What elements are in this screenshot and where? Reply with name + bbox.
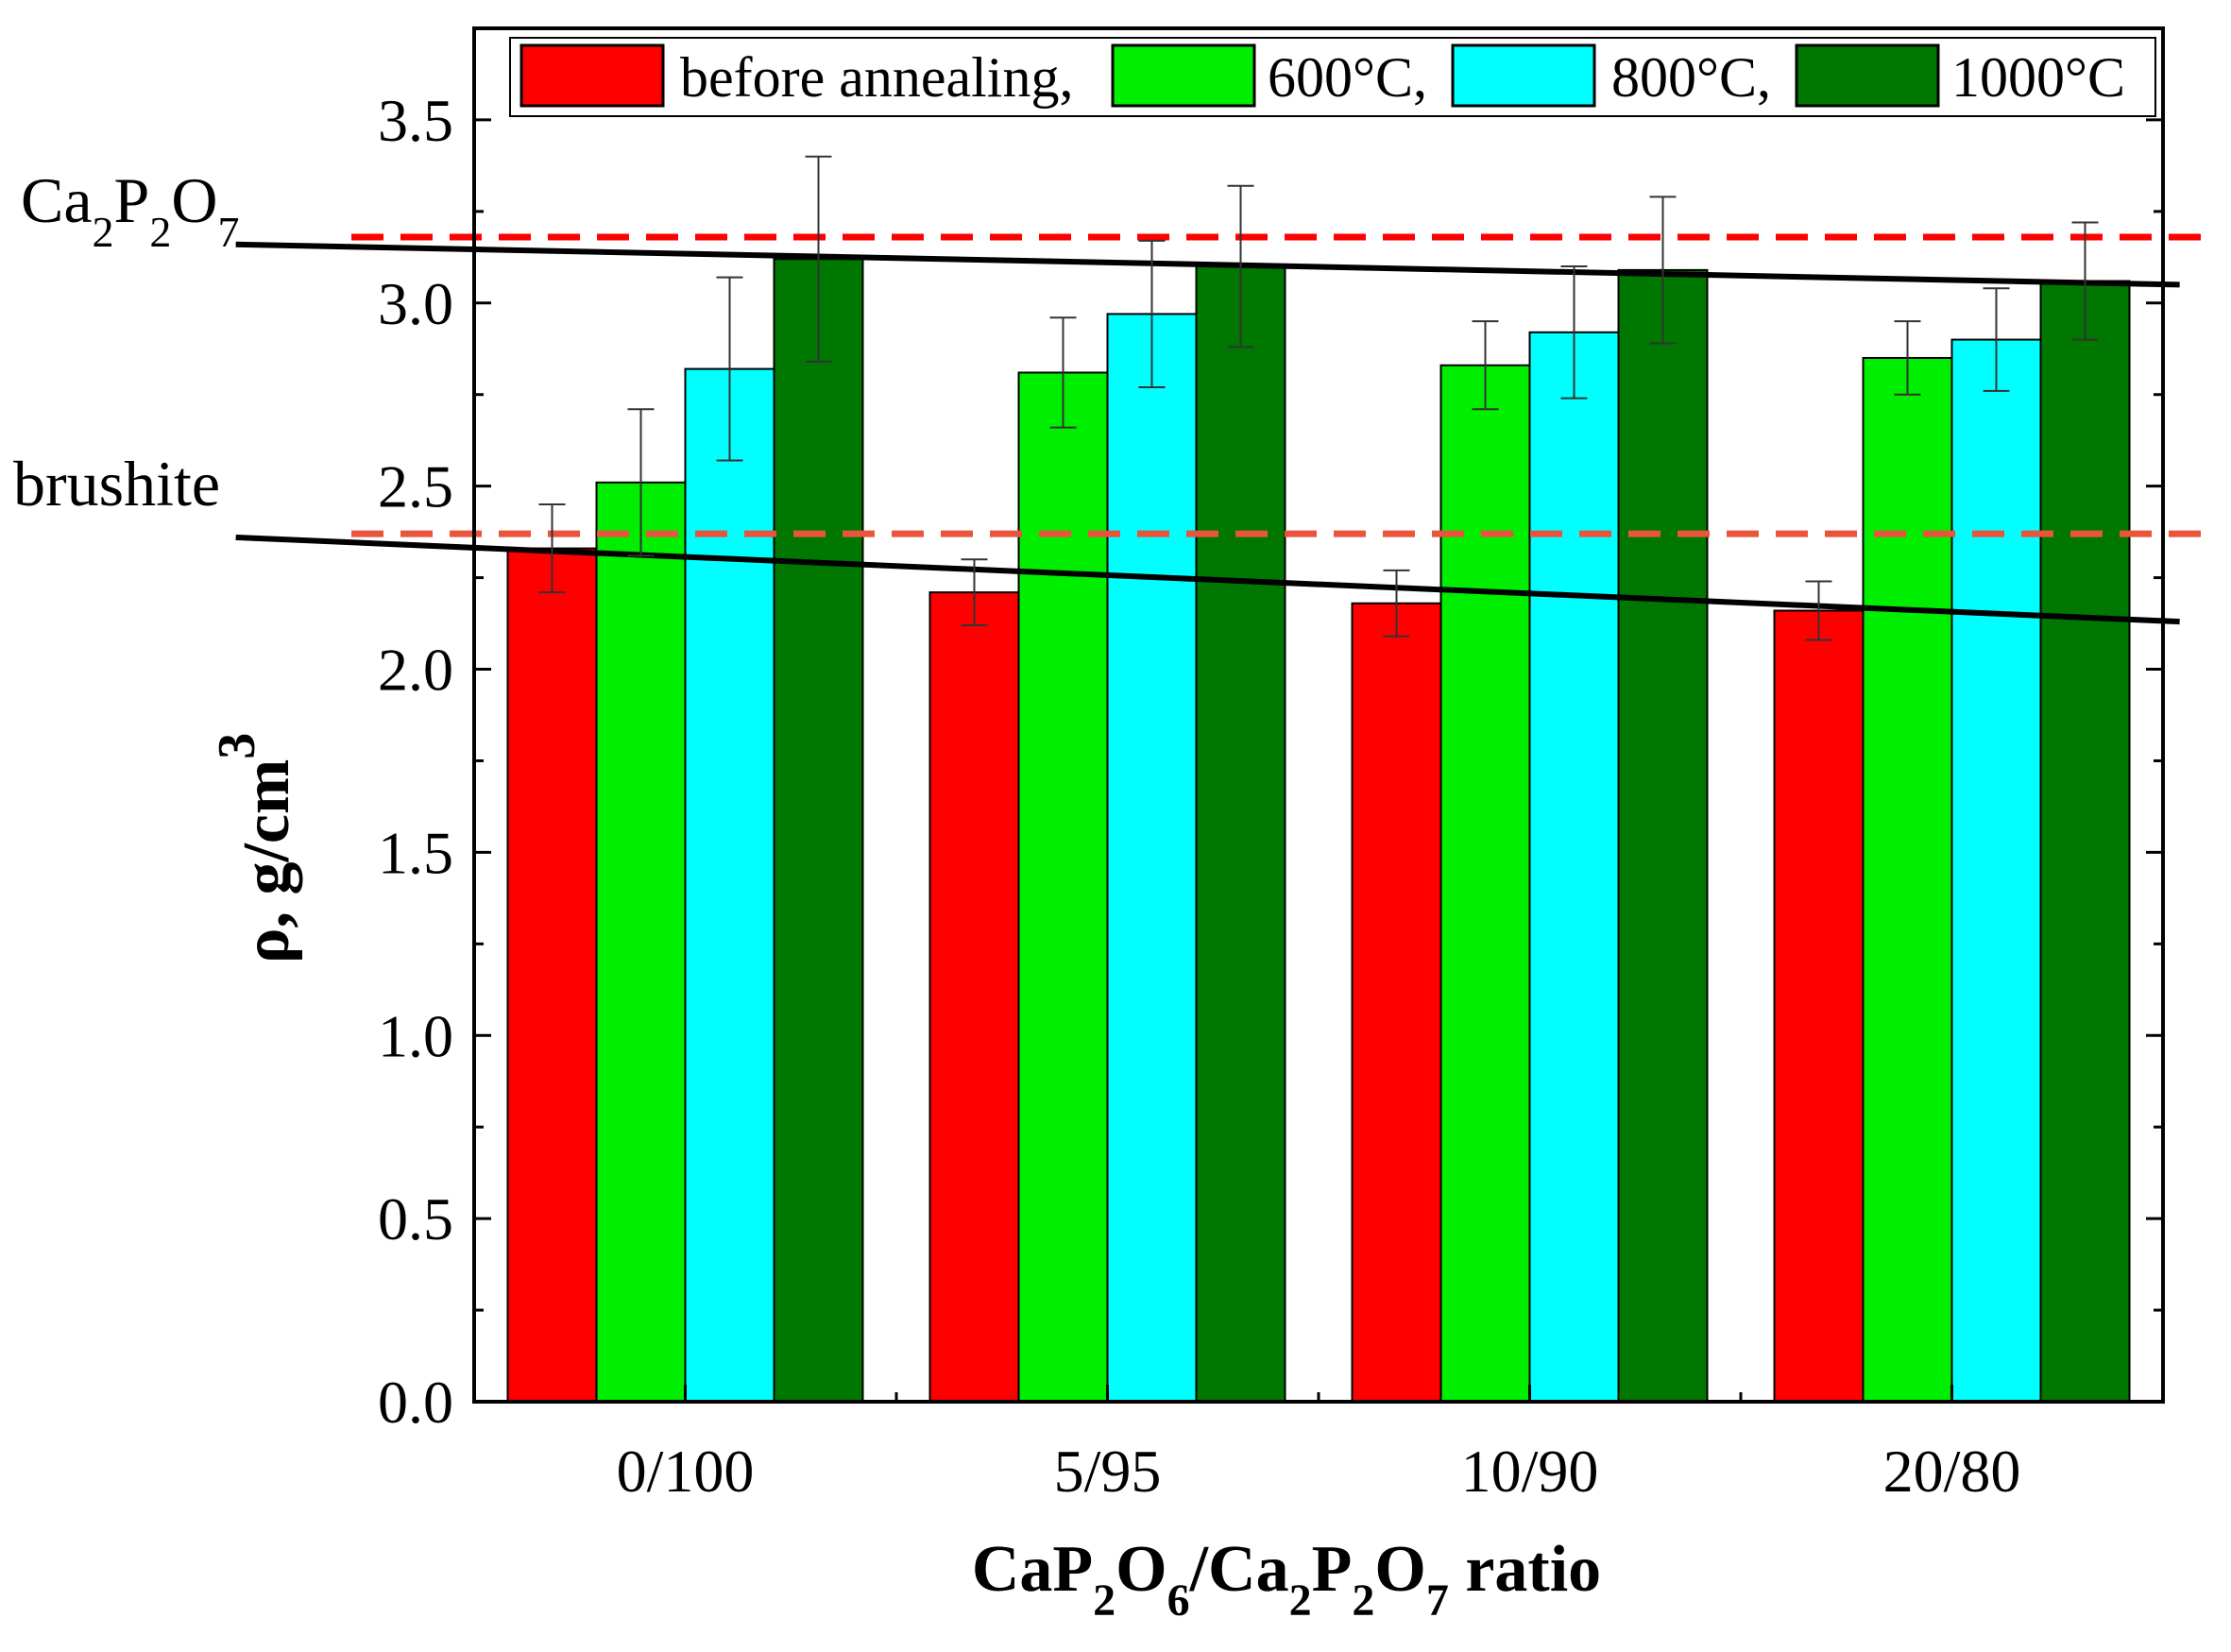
y-tick-label-5: 2.5: [378, 453, 453, 520]
annotation-part: Ca: [21, 164, 93, 236]
x-tick-label-2: 10/90: [1461, 1438, 1599, 1505]
legend-swatch-1000c: [1795, 43, 1940, 108]
x-tick-label-0: 0/100: [617, 1438, 755, 1505]
bar-0-1: [928, 591, 1020, 1403]
trend-line-upper: [235, 241, 2180, 288]
brushite-annotation: brushite: [13, 448, 220, 519]
bar-3-3: [2039, 280, 2131, 1403]
annotation-part: P: [114, 164, 150, 236]
legend-swatch-before-annealing: [519, 43, 665, 108]
x-axis-title-part: P: [1312, 1533, 1353, 1606]
x-axis-title-part: CaP: [972, 1533, 1093, 1606]
y-tick-label-1: 0.5: [378, 1185, 453, 1252]
bar-1-0: [595, 481, 687, 1404]
bar-0-2: [1351, 602, 1442, 1403]
x-axis-title-sub: 2: [1352, 1575, 1374, 1626]
y-tick-label-7: 3.5: [378, 87, 453, 154]
x-axis-title-sub: 2: [1093, 1575, 1116, 1626]
annotation-sub: 7: [217, 208, 239, 256]
bar-0-3: [1773, 609, 1865, 1403]
plot-frame: [472, 26, 2165, 1404]
x-axis-title-part: ratio: [1449, 1533, 1601, 1606]
bar-3-2: [1617, 268, 1709, 1403]
y-axis: 0.0 0.5 1.0 1.5 2.0 2.5 3.0 3.5: [378, 87, 2163, 1436]
ca2p2o7-annotation: Ca2P2O7: [21, 164, 239, 256]
bar-2-3: [1950, 338, 2042, 1403]
y-axis-title-main: ρ, g/cm: [230, 759, 303, 963]
y-tick-label-0: 0.0: [378, 1369, 453, 1436]
annotation-sub: 2: [149, 208, 171, 256]
x-axis-title-sub: 2: [1289, 1575, 1312, 1626]
legend: before annealing, 600°C, 800°C, 1000°C: [509, 37, 2156, 117]
bar-1-1: [1017, 371, 1109, 1403]
y-tick-label-6: 3.0: [378, 270, 453, 337]
bar-1-3: [1862, 356, 1953, 1404]
x-axis-title-part: O: [1374, 1533, 1425, 1606]
legend-label-600c: 600°C,: [1268, 46, 1427, 109]
legend-label-before-annealing: before annealing,: [680, 46, 1073, 109]
y-axis-title: ρ, g/cm3: [208, 733, 303, 963]
y-tick-label-2: 1.0: [378, 1002, 453, 1069]
y-axis-title-exponent: 3: [208, 733, 266, 759]
y-tick-label-4: 2.0: [378, 637, 453, 704]
bar-2-2: [1528, 331, 1620, 1403]
bar-1-2: [1439, 364, 1531, 1403]
trend-lines-layer: [235, 241, 2180, 625]
bar-0-0: [506, 547, 598, 1403]
annotation-sub: 2: [93, 208, 114, 256]
bar-3-0: [773, 258, 864, 1404]
x-axis-title: CaP2O6/Ca2P2O7 ratio: [972, 1533, 1601, 1626]
bar-2-0: [684, 367, 775, 1403]
legend-label-1000c: 1000°C: [1951, 46, 2125, 109]
reference-lines-layer: [351, 233, 2201, 537]
x-tick-label-1: 5/95: [1054, 1438, 1162, 1505]
bars-layer: [506, 258, 2131, 1404]
legend-label-800c: 800°C,: [1611, 46, 1771, 109]
trend-line-lower: [235, 534, 2180, 625]
legend-swatch-600c: [1111, 43, 1256, 108]
bar-2-1: [1106, 313, 1198, 1403]
x-axis-title-sub: 7: [1426, 1575, 1449, 1626]
error-bars-layer: [538, 155, 2099, 641]
bar-3-1: [1195, 265, 1286, 1404]
x-axis-title-part: O: [1116, 1533, 1167, 1606]
y-tick-label-3: 1.5: [378, 819, 453, 886]
x-axis: 0/100 5/95 10/90 20/80: [617, 1385, 2021, 1505]
legend-swatch-800c: [1451, 43, 1596, 108]
x-tick-label-3: 20/80: [1883, 1438, 2021, 1505]
x-axis-title-sub: 6: [1167, 1575, 1190, 1626]
annotation-part: O: [171, 164, 217, 236]
x-axis-title-part: /Ca: [1189, 1533, 1289, 1606]
